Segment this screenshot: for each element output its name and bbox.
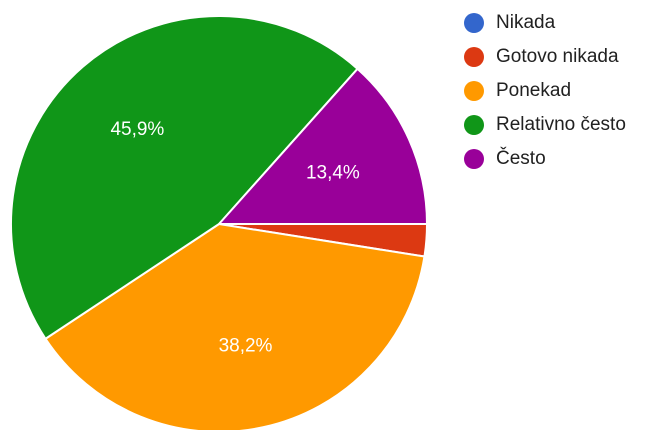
legend-item-gotovo-nikada: Gotovo nikada [464,40,626,74]
legend-item-cesto: Često [464,142,626,176]
data-label-ponekad: 38,2% [219,336,273,357]
legend-item-relativno-cesto: Relativno često [464,108,626,142]
legend-swatch-icon [464,81,484,101]
legend-label: Često [496,148,546,169]
pie-chart-plot: 38,2% 45,9% 13,4% [9,15,428,430]
legend-label: Nikada [496,12,556,33]
data-label-relativno-cesto: 45,9% [110,119,164,140]
legend-swatch-icon [464,13,484,33]
legend-label: Ponekad [496,80,572,101]
legend-swatch-icon [464,47,484,67]
pie-slice-ponekad [44,223,426,430]
data-label-cesto: 13,4% [306,163,360,184]
pie-slices [9,15,428,430]
pie-slice-cesto [218,67,428,225]
pie-data-labels: 38,2% 45,9% 13,4% [110,119,359,356]
legend: Nikada Gotovo nikada Ponekad Relativno čest… [464,6,626,176]
legend-label: Relativno često [496,114,626,135]
legend-swatch-icon [464,149,484,169]
legend-swatch-icon [464,115,484,135]
legend-item-ponekad: Ponekad [464,74,626,108]
legend-label: Gotovo nikada [496,46,619,67]
pie-slice-relativno-cesto [9,15,359,340]
legend-item-nikada: Nikada [464,6,626,40]
